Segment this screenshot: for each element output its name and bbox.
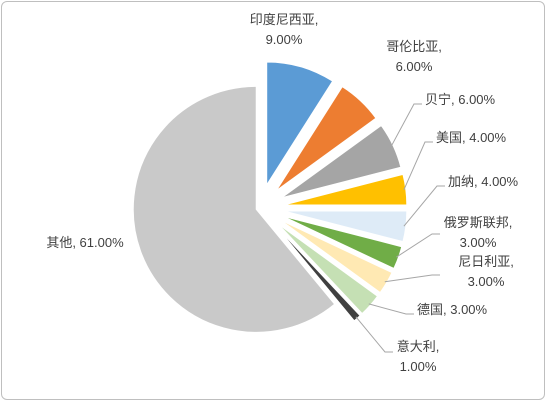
data-label-4: 美国, 4.00%: [436, 130, 507, 145]
leader-line-8: [368, 303, 414, 315]
slice-7: [280, 219, 393, 294]
slice-1: [266, 61, 334, 187]
leader-line-9: [355, 316, 393, 353]
slice-2: [276, 85, 377, 191]
data-label-9: 意大利, 1.00%: [397, 339, 440, 374]
slice-3: [281, 124, 402, 199]
data-label-2: 哥伦比亚, 6.00%: [386, 39, 442, 74]
slice-4: [283, 173, 408, 206]
leader-line-4: [403, 141, 433, 191]
slice-5: [283, 210, 408, 243]
data-labels: 印度尼西亚, 9.00% 哥伦比亚, 6.00% 贝宁, 6.00% 美国, 4.00% 加…: [46, 12, 518, 374]
data-label-8: 德国, 3.00%: [417, 302, 488, 317]
data-label-10: 其他, 61.00%: [46, 235, 124, 250]
data-label-6: 俄罗斯联邦, 3.00%: [444, 215, 513, 250]
data-label-7: 尼日利亚, 3.00%: [458, 254, 514, 289]
leader-line-3: [390, 103, 422, 147]
leader-line-6: [396, 233, 440, 258]
leader-lines: [355, 103, 445, 353]
data-label-3: 贝宁, 6.00%: [425, 92, 496, 107]
pie-slices: [132, 61, 408, 333]
data-label-1: 印度尼西亚, 9.00%: [250, 12, 319, 47]
leader-line-5: [403, 185, 445, 227]
data-label-5: 加纳, 4.00%: [448, 174, 519, 189]
slice-8: [277, 223, 379, 315]
leader-line-7: [384, 274, 440, 283]
slice-10: [132, 85, 336, 333]
slice-6: [282, 215, 403, 270]
